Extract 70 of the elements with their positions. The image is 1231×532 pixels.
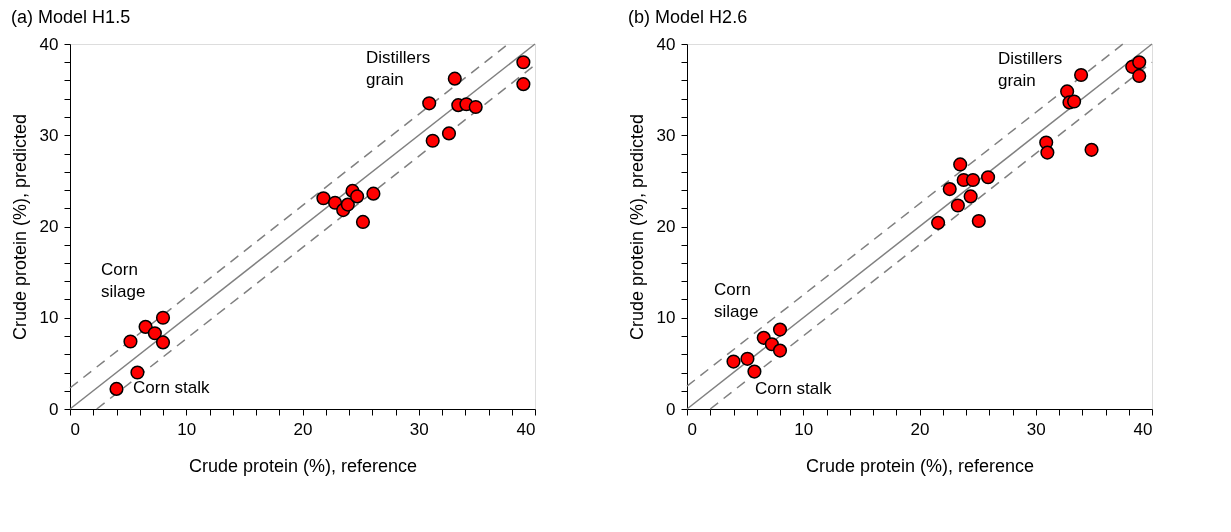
point <box>155 335 171 350</box>
point <box>931 215 946 230</box>
y-tick-label: 10 <box>656 308 676 328</box>
point <box>1084 142 1099 157</box>
y-tick-label: 30 <box>656 125 676 145</box>
annotation: Corn silage <box>101 260 146 301</box>
chart-title: (a) Model H1.5 <box>11 7 131 27</box>
point <box>447 71 462 86</box>
point <box>130 365 145 380</box>
annotation: Distillers grain <box>998 49 1063 90</box>
x-tick-label: 20 <box>910 419 930 439</box>
x-axis-title: Crude protein (%), reference <box>188 455 418 476</box>
x-tick-label: 20 <box>293 419 313 439</box>
annotation: Corn silage <box>714 280 759 321</box>
point <box>316 191 331 206</box>
point <box>516 77 531 92</box>
x-tick-label: 30 <box>409 419 429 439</box>
y-tick-label: 30 <box>39 125 59 145</box>
x-tick-label: 40 <box>1133 419 1153 439</box>
point <box>441 126 457 141</box>
point <box>1040 145 1055 160</box>
y-tick-label: 20 <box>39 217 59 236</box>
chart-title: (b) Model H2.6 <box>628 7 748 27</box>
point <box>425 133 440 148</box>
x-axis-title: Crude protein (%), reference <box>805 455 1035 476</box>
y-tick-label: 0 <box>666 399 676 419</box>
x-tick-label: 30 <box>1026 419 1046 439</box>
y-tick-label: 40 <box>656 34 676 54</box>
point <box>422 96 437 111</box>
x-tick-label: 0 <box>687 419 697 439</box>
point <box>963 189 978 204</box>
point <box>1132 55 1147 70</box>
point <box>726 354 741 369</box>
point <box>355 214 371 229</box>
x-tick-label: 10 <box>794 419 814 439</box>
point <box>1067 94 1082 109</box>
x-tick-label: 40 <box>516 419 536 439</box>
y-axis-title: Crude protein (%), predicted <box>626 113 647 341</box>
point <box>981 170 996 185</box>
point <box>138 319 153 334</box>
y-tick-label: 0 <box>49 399 59 419</box>
point <box>942 182 957 197</box>
point <box>340 197 355 212</box>
point <box>350 189 365 204</box>
point <box>109 381 124 396</box>
point <box>772 322 788 337</box>
point <box>123 334 138 349</box>
point <box>950 198 965 213</box>
point <box>740 351 755 366</box>
y-tick-label: 40 <box>39 34 59 54</box>
point <box>1132 68 1147 83</box>
point <box>953 157 968 172</box>
point <box>147 326 162 341</box>
y-tick-label: 20 <box>656 217 676 236</box>
point <box>965 172 981 188</box>
annotation: Corn stalk <box>133 378 211 397</box>
point <box>971 213 986 229</box>
y-tick-label: 10 <box>39 308 59 328</box>
point <box>468 99 483 115</box>
y-axis-title: Crude protein (%), predicted <box>9 113 30 341</box>
x-tick-label: 0 <box>70 419 80 439</box>
annotation: Corn stalk <box>755 379 833 398</box>
point <box>155 310 171 325</box>
point <box>366 186 381 201</box>
point <box>516 55 531 70</box>
x-tick-label: 10 <box>177 419 197 439</box>
point <box>772 343 788 358</box>
point <box>747 364 762 379</box>
annotation: Distillers grain <box>366 48 431 89</box>
point <box>1074 67 1089 83</box>
